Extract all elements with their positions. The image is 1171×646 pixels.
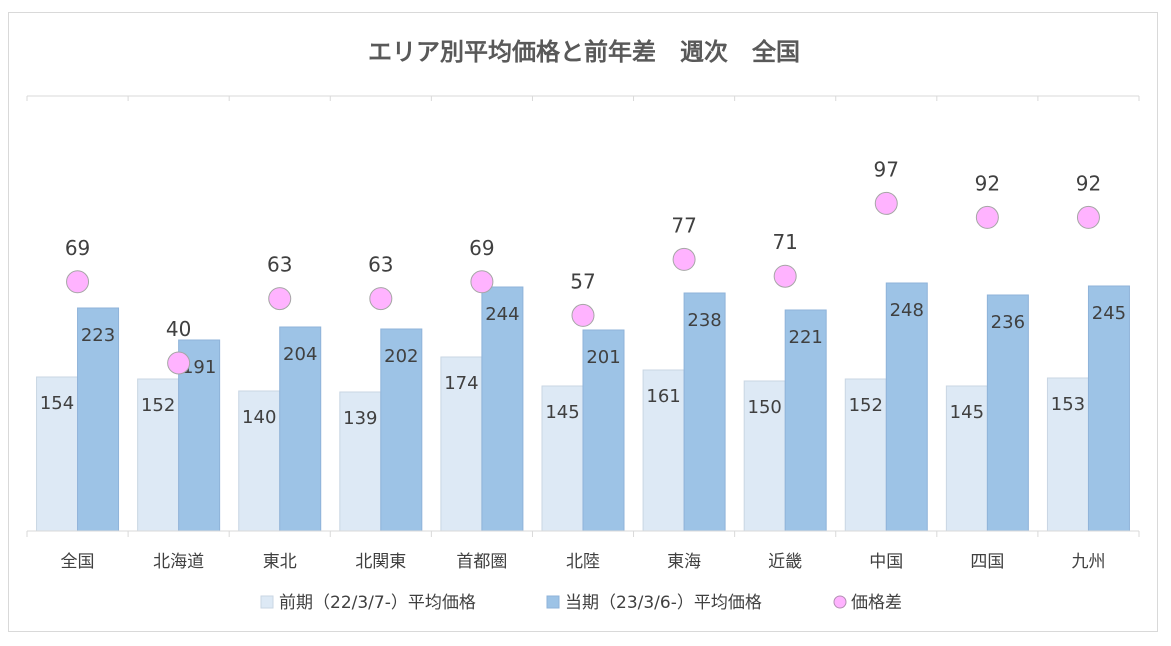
x-tick-label: 首都圏 bbox=[456, 552, 507, 572]
diff-point bbox=[66, 270, 90, 294]
bar-previous bbox=[36, 376, 79, 532]
diff-point bbox=[268, 287, 292, 311]
diff-point bbox=[571, 303, 595, 327]
data-label-previous: 145 bbox=[545, 402, 579, 423]
bar-previous bbox=[844, 378, 887, 532]
legend-label-previous: 前期（22/3/7-）平均価格 bbox=[279, 593, 476, 613]
diff-point bbox=[167, 351, 191, 375]
data-label-current: 221 bbox=[789, 327, 823, 348]
bar-current bbox=[1087, 285, 1130, 532]
series-diff-points bbox=[66, 191, 1100, 375]
x-tick-label: 北陸 bbox=[566, 552, 600, 572]
data-label-diff: 40 bbox=[166, 317, 191, 341]
data-label-current: 236 bbox=[991, 312, 1025, 333]
data-label-previous: 145 bbox=[950, 402, 984, 423]
bar-current bbox=[885, 282, 928, 532]
x-tick-label: 北関東 bbox=[355, 552, 406, 572]
bar-previous bbox=[1046, 377, 1089, 532]
series-diff-labels: 69 40 63 63 69 57 77 71 97 92 92 bbox=[65, 157, 1101, 341]
data-label-diff: 92 bbox=[1076, 171, 1101, 195]
bar-current bbox=[683, 292, 726, 532]
data-label-diff: 63 bbox=[368, 253, 393, 277]
data-label-diff: 69 bbox=[65, 236, 90, 260]
data-label-diff: 71 bbox=[772, 230, 797, 254]
bar-previous bbox=[440, 356, 483, 532]
series-previous-labels: 154 152 140 139 174 145 161 150 152 145 153 bbox=[40, 373, 1085, 429]
data-label-current: 248 bbox=[890, 300, 924, 321]
diff-point bbox=[773, 264, 797, 288]
data-label-previous: 153 bbox=[1051, 394, 1085, 415]
x-tick-label: 全国 bbox=[61, 552, 95, 572]
legend-label-current: 当期（23/3/6-）平均価格 bbox=[565, 593, 762, 613]
legend-swatch-previous bbox=[260, 595, 274, 609]
diff-point bbox=[975, 205, 999, 229]
series-current-bars bbox=[77, 282, 1130, 532]
data-label-current: 238 bbox=[687, 310, 721, 331]
data-label-diff: 57 bbox=[570, 269, 595, 293]
x-tick-label: 東北 bbox=[263, 552, 297, 572]
bar-current bbox=[481, 286, 524, 532]
x-tick-label: 中国 bbox=[869, 552, 903, 572]
bar-current bbox=[380, 328, 423, 532]
data-label-current: 244 bbox=[485, 304, 519, 325]
x-tick-label: 北海道 bbox=[153, 552, 204, 572]
data-label-diff: 97 bbox=[874, 157, 899, 181]
diff-point bbox=[874, 191, 898, 215]
chart-svg: エリア別平均価格と前年差 週次 全国 154 152 140 139 174 145 161… bbox=[26, 38, 1140, 613]
bar-previous bbox=[642, 369, 685, 532]
diff-point bbox=[470, 270, 494, 294]
series-previous-bars bbox=[36, 356, 1089, 532]
chart-title: エリア別平均価格と前年差 週次 全国 bbox=[368, 38, 800, 66]
data-label-current: 191 bbox=[182, 357, 216, 378]
bar-previous bbox=[238, 390, 281, 532]
data-label-previous: 150 bbox=[748, 397, 782, 418]
data-label-diff: 92 bbox=[975, 171, 1000, 195]
data-label-current: 201 bbox=[586, 347, 620, 368]
bar-current bbox=[582, 329, 625, 532]
legend-item-previous[interactable]: 前期（22/3/7-）平均価格 bbox=[260, 593, 476, 613]
top-ticks bbox=[26, 96, 1140, 101]
data-label-previous: 152 bbox=[849, 395, 883, 416]
bottom-ticks bbox=[26, 531, 1140, 537]
legend-marker-diff bbox=[833, 595, 847, 609]
legend-label-diff: 価格差 bbox=[851, 593, 902, 613]
diff-point bbox=[672, 247, 696, 271]
data-label-diff: 69 bbox=[469, 236, 494, 260]
legend-item-current[interactable]: 当期（23/3/6-）平均価格 bbox=[546, 593, 762, 613]
x-tick-label: 四国 bbox=[970, 552, 1004, 572]
data-label-previous: 140 bbox=[242, 407, 276, 428]
bar-current bbox=[77, 307, 120, 532]
bar-current bbox=[784, 309, 827, 532]
data-label-previous: 161 bbox=[646, 386, 680, 407]
data-label-current: 223 bbox=[81, 325, 115, 346]
data-label-current: 204 bbox=[283, 344, 317, 365]
legend-item-diff[interactable]: 価格差 bbox=[833, 593, 902, 613]
data-label-previous: 139 bbox=[343, 408, 377, 429]
data-label-current: 202 bbox=[384, 346, 418, 367]
data-label-previous: 154 bbox=[40, 393, 74, 414]
chart-frame: エリア別平均価格と前年差 週次 全国 154 152 140 139 174 145 161… bbox=[8, 12, 1158, 632]
legend-swatch-current bbox=[546, 595, 560, 609]
series-current-labels: 223 191 204 202 244 201 238 221 248 236 245 bbox=[81, 300, 1126, 378]
bar-current bbox=[986, 294, 1029, 532]
legend: 前期（22/3/7-）平均価格 当期（23/3/6-）平均価格 価格差 bbox=[260, 593, 902, 613]
x-tick-label: 東海 bbox=[667, 552, 701, 572]
data-label-previous: 152 bbox=[141, 395, 175, 416]
x-tick-label: 近畿 bbox=[768, 552, 802, 572]
x-tick-label: 九州 bbox=[1071, 552, 1105, 572]
diff-point bbox=[1076, 205, 1100, 229]
diff-point bbox=[369, 287, 393, 311]
data-label-current: 245 bbox=[1092, 303, 1126, 324]
data-label-previous: 174 bbox=[444, 373, 478, 394]
data-label-diff: 63 bbox=[267, 253, 292, 277]
bar-current bbox=[279, 326, 322, 532]
data-label-diff: 77 bbox=[671, 213, 696, 237]
x-tick-labels: 全国 北海道 東北 北関東 首都圏 北陸 東海 近畿 中国 四国 九州 bbox=[61, 552, 1106, 572]
